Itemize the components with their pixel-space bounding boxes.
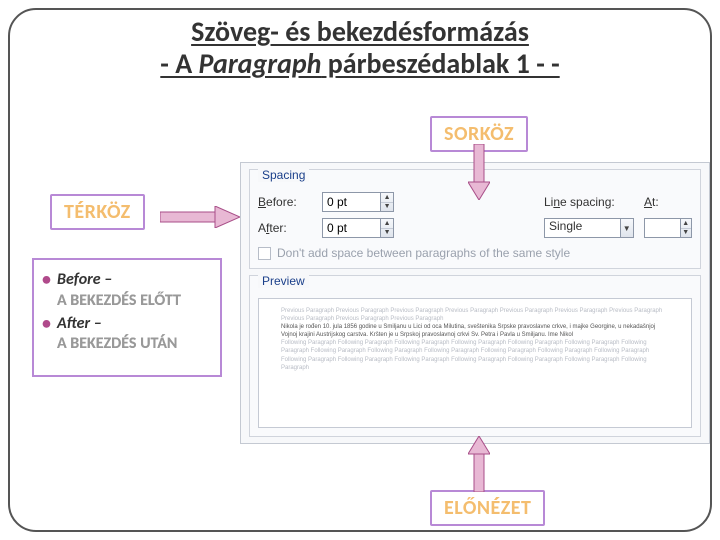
slide-frame: Szöveg- és bekezdésformázás - A Paragrap… (8, 8, 712, 532)
at-spinner-buttons[interactable]: ▲▼ (680, 219, 691, 237)
bullet-dot: • (42, 314, 51, 356)
arrow-terkoz (160, 206, 240, 228)
spacing-group: Spacing Before: ▲▼ Line spacing: At: Aft… (249, 169, 701, 269)
bullet-before: • Before – A BEKEZDÉS ELŐTT (42, 270, 212, 312)
line-spacing-combo[interactable]: Single ▼ (544, 218, 634, 238)
title-line1: Szöveg- és bekezdésformázás (191, 14, 529, 49)
at-input[interactable] (645, 219, 680, 237)
preview-grey2: Following Paragraph Following Paragraph … (281, 339, 669, 371)
label-elonzet: ELŐNÉZET (430, 490, 545, 526)
at-label: At: (644, 195, 692, 209)
preview-group: Preview Previous Paragraph Previous Para… (249, 275, 701, 437)
before-dash: – (101, 270, 113, 289)
title-line2c: párbeszédablak 1 - - (321, 46, 559, 81)
before-spinner[interactable]: ▲▼ (322, 192, 394, 212)
before-input[interactable] (323, 193, 380, 211)
at-spinner[interactable]: ▲▼ (644, 218, 692, 238)
line-spacing-label: Line spacing: (544, 195, 634, 209)
after-dash: – (90, 314, 102, 333)
before-label: Before (57, 270, 101, 289)
before-spinner-buttons[interactable]: ▲▼ (380, 193, 393, 211)
bullets-box: • Before – A BEKEZDÉS ELŐTT • After – A … (32, 258, 222, 377)
preview-box: Previous Paragraph Previous Paragraph Pr… (258, 298, 692, 428)
checkbox-icon[interactable] (258, 247, 271, 260)
no-space-checkbox-row[interactable]: Don't add space between paragraphs of th… (258, 246, 692, 260)
label-terkoz: TÉRKÖZ (50, 194, 145, 230)
line-spacing-value: Single (545, 219, 620, 237)
before-field-label: Before: (258, 195, 312, 209)
title-line2b: Paragraph (199, 46, 322, 81)
after-spinner[interactable]: ▲▼ (322, 218, 394, 238)
bullet-dot: • (42, 270, 51, 312)
spacing-group-title: Spacing (258, 168, 309, 182)
paragraph-dialog: Spacing Before: ▲▼ Line spacing: At: Aft… (240, 162, 710, 444)
after-caption: A BEKEZDÉS UTÁN (57, 334, 177, 353)
arrow-elonzet (468, 436, 490, 492)
preview-dark: Nikola je rođen 10. jula 1856 godine u S… (281, 323, 669, 339)
preview-group-title: Preview (258, 274, 309, 288)
after-field-label: After: (258, 221, 312, 235)
checkbox-label: Don't add space between paragraphs of th… (277, 246, 570, 260)
combo-chevron-icon[interactable]: ▼ (620, 219, 633, 237)
after-input[interactable] (323, 219, 380, 237)
preview-grey1: Previous Paragraph Previous Paragraph Pr… (281, 307, 669, 323)
slide-title: Szöveg- és bekezdésformázás - A Paragrap… (10, 10, 710, 80)
title-line2a: - A (160, 46, 198, 81)
before-caption: A BEKEZDÉS ELŐTT (57, 291, 181, 310)
after-spinner-buttons[interactable]: ▲▼ (380, 219, 393, 237)
label-sorkoz: SORKÖZ (430, 116, 528, 152)
after-label: After (57, 314, 90, 333)
bullet-after: • After – A BEKEZDÉS UTÁN (42, 314, 212, 356)
